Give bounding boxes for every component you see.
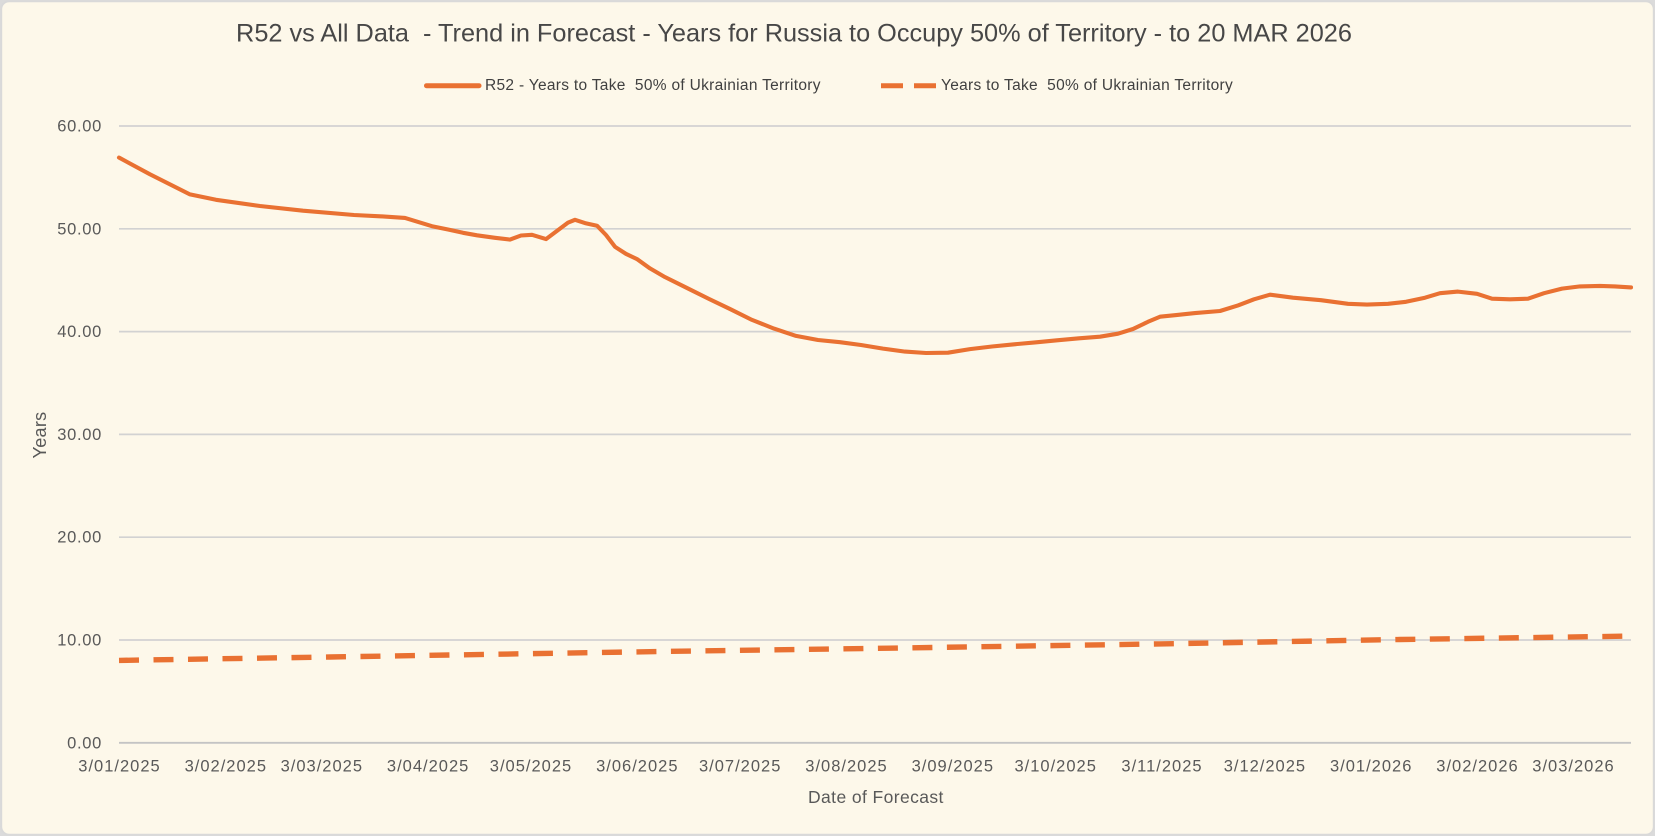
svg-text:3/04/2025: 3/04/2025	[387, 758, 469, 776]
svg-text:3/02/2026: 3/02/2026	[1436, 758, 1518, 776]
svg-text:3/07/2025: 3/07/2025	[699, 758, 781, 776]
svg-text:Date of Forecast: Date of Forecast	[808, 787, 944, 807]
svg-text:3/12/2025: 3/12/2025	[1224, 758, 1306, 776]
svg-text:3/01/2026: 3/01/2026	[1330, 758, 1412, 776]
svg-text:3/08/2025: 3/08/2025	[805, 758, 887, 776]
svg-text:20.00: 20.00	[57, 529, 102, 547]
svg-text:10.00: 10.00	[57, 632, 102, 650]
svg-text:3/03/2025: 3/03/2025	[281, 758, 363, 776]
svg-text:3/03/2026: 3/03/2026	[1532, 758, 1614, 776]
svg-text:3/09/2025: 3/09/2025	[912, 758, 994, 776]
svg-text:Years to Take 50% of Ukrainia: Years to Take 50% of Ukrainian Territory	[941, 77, 1233, 94]
svg-text:3/05/2025: 3/05/2025	[490, 758, 572, 776]
svg-text:3/10/2025: 3/10/2025	[1014, 758, 1096, 776]
svg-text:3/06/2025: 3/06/2025	[596, 758, 678, 776]
svg-text:0.00: 0.00	[67, 734, 102, 752]
svg-text:50.00: 50.00	[57, 220, 102, 238]
svg-text:R52 - Years to Take 50% of Uk: R52 - Years to Take 50% of Ukrainian Ter…	[485, 77, 821, 94]
svg-text:3/02/2025: 3/02/2025	[185, 758, 267, 776]
svg-text:30.00: 30.00	[57, 426, 102, 444]
svg-text:R52 vs All Data - Trend in Fo: R52 vs All Data - Trend in Forecast - Ye…	[236, 20, 1352, 48]
svg-text:Years: Years	[30, 412, 50, 459]
svg-text:3/01/2025: 3/01/2025	[78, 758, 160, 776]
svg-text:60.00: 60.00	[57, 118, 102, 136]
svg-text:3/11/2025: 3/11/2025	[1121, 758, 1202, 776]
svg-text:40.00: 40.00	[57, 323, 102, 341]
